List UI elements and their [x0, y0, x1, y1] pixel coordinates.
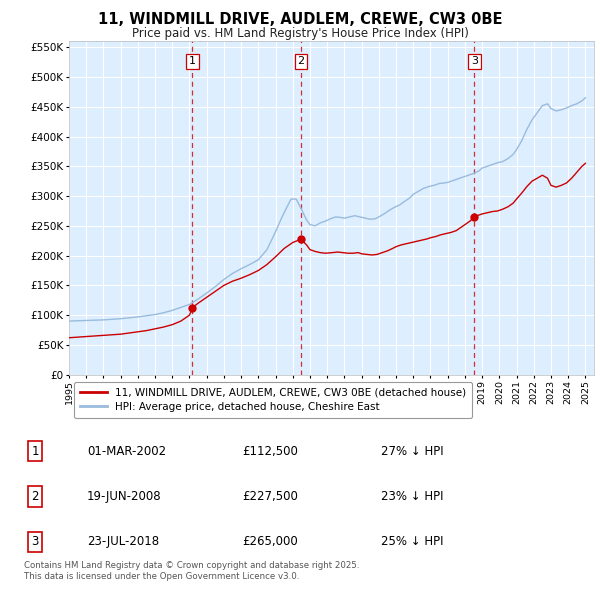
- Text: 01-MAR-2002: 01-MAR-2002: [87, 444, 166, 458]
- Text: Price paid vs. HM Land Registry's House Price Index (HPI): Price paid vs. HM Land Registry's House …: [131, 27, 469, 40]
- Text: 3: 3: [31, 535, 39, 549]
- Text: 11, WINDMILL DRIVE, AUDLEM, CREWE, CW3 0BE: 11, WINDMILL DRIVE, AUDLEM, CREWE, CW3 0…: [98, 12, 502, 27]
- Text: 25% ↓ HPI: 25% ↓ HPI: [380, 535, 443, 549]
- Text: £265,000: £265,000: [242, 535, 298, 549]
- Text: 2: 2: [31, 490, 39, 503]
- Text: 2: 2: [297, 56, 304, 66]
- Text: 27% ↓ HPI: 27% ↓ HPI: [380, 444, 443, 458]
- Text: Contains HM Land Registry data © Crown copyright and database right 2025.
This d: Contains HM Land Registry data © Crown c…: [23, 562, 359, 581]
- Text: 1: 1: [31, 444, 39, 458]
- Text: £112,500: £112,500: [242, 444, 298, 458]
- Text: 3: 3: [471, 56, 478, 66]
- Text: £227,500: £227,500: [242, 490, 298, 503]
- Text: 23% ↓ HPI: 23% ↓ HPI: [380, 490, 443, 503]
- Text: 19-JUN-2008: 19-JUN-2008: [87, 490, 161, 503]
- Text: 23-JUL-2018: 23-JUL-2018: [87, 535, 159, 549]
- Legend: 11, WINDMILL DRIVE, AUDLEM, CREWE, CW3 0BE (detached house), HPI: Average price,: 11, WINDMILL DRIVE, AUDLEM, CREWE, CW3 0…: [74, 382, 472, 418]
- Text: 1: 1: [189, 56, 196, 66]
